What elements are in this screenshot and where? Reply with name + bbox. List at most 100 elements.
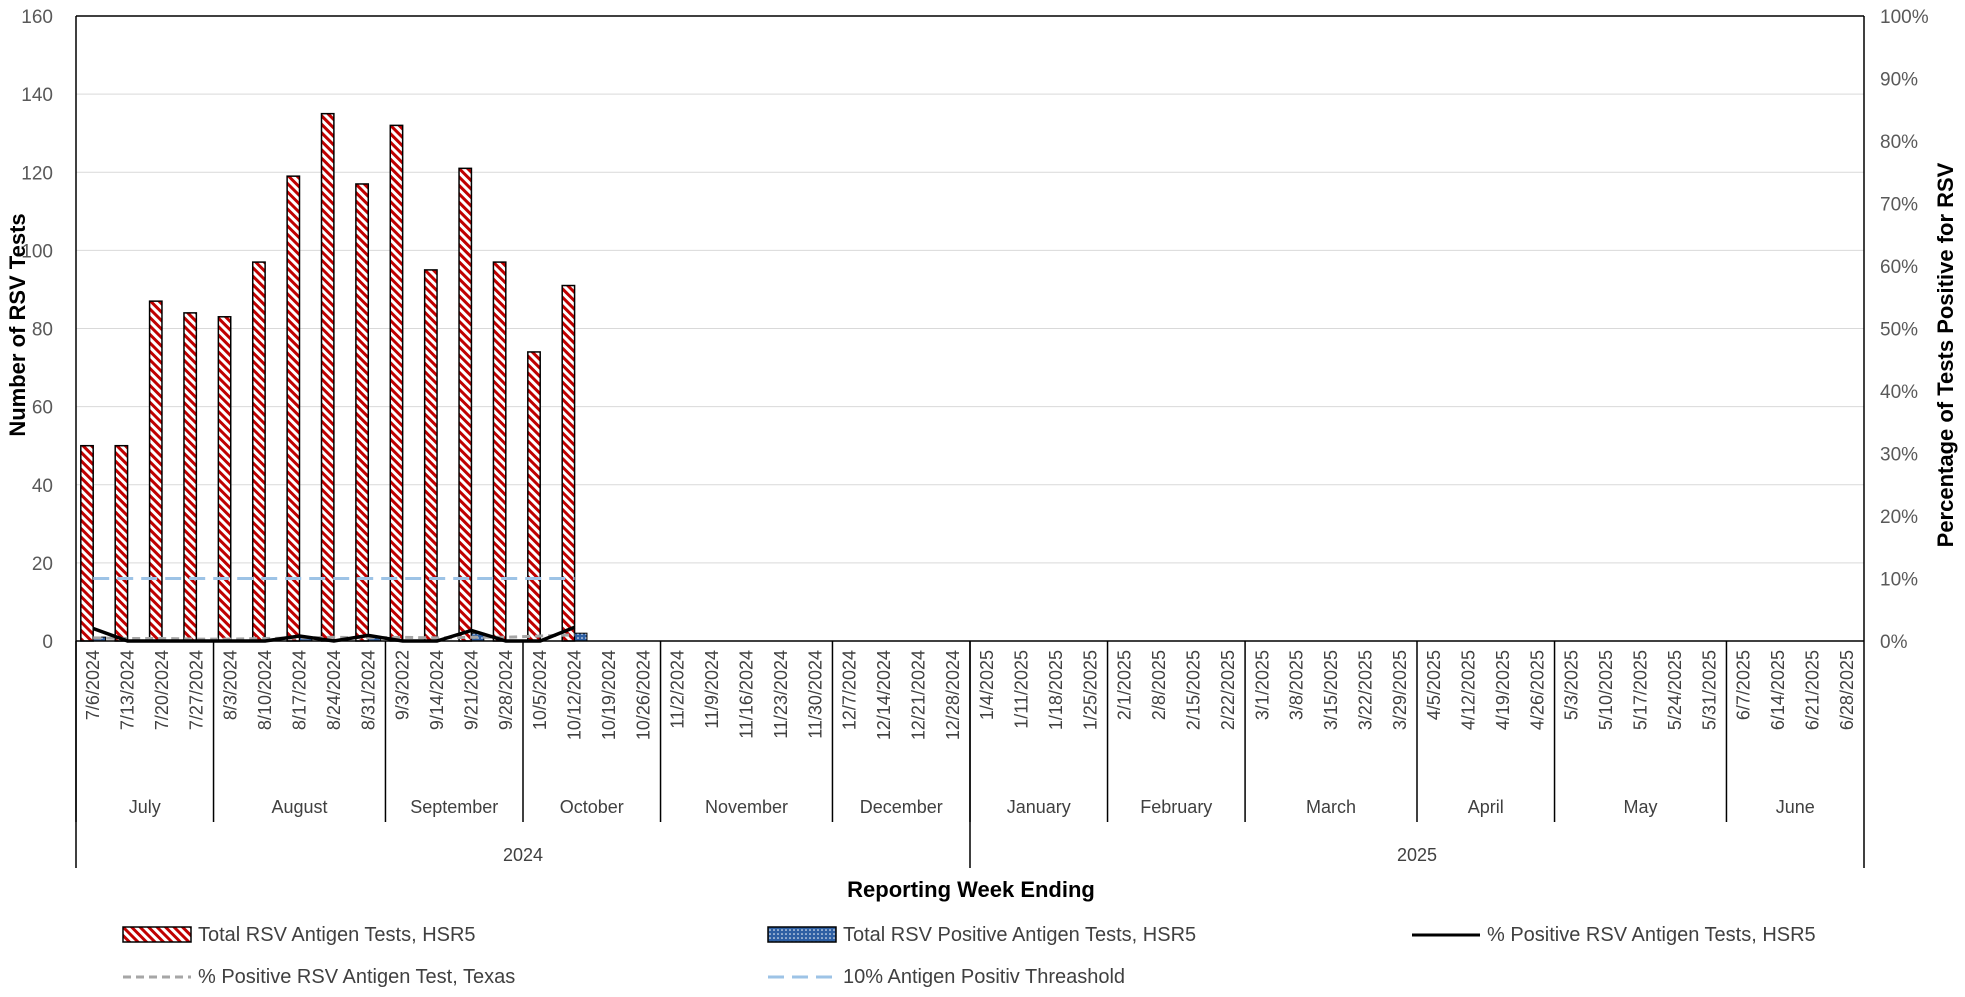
y2-tick-label: 70% (1880, 195, 1918, 216)
x-tick-label: 8/3/2024 (221, 650, 241, 720)
y-tick-label: 40 (32, 476, 53, 497)
x-tick-label: 12/28/2024 (943, 650, 963, 740)
month-label: January (1007, 797, 1071, 817)
x-tick-label: 8/10/2024 (255, 650, 275, 730)
x-tick-label: 8/17/2024 (290, 650, 310, 730)
legend-label-hsr5-percent: % Positive RSV Antigen Tests, HSR5 (1487, 924, 1816, 946)
bar-total-tests (458, 167, 473, 642)
bar-total-tests (217, 316, 232, 642)
year-label: 2024 (503, 845, 543, 865)
x-axis-groups: July August September October November Decemb… (75, 641, 1865, 868)
bar-total-tests (80, 444, 94, 642)
y2-axis-ticks: 0% 10% 20% 30% 40% 50% 60% 70% 80% 90% 100% (1880, 7, 1929, 653)
bar-total-tests (148, 300, 163, 642)
x-tick-label: 10/26/2024 (633, 650, 653, 740)
month-label: March (1306, 797, 1356, 817)
x-tick-label: 1/11/2025 (1012, 650, 1032, 729)
x-tick-label: 2/1/2025 (1115, 650, 1135, 720)
line-texas-percent (93, 633, 575, 641)
x-tick-label: 1/18/2025 (1046, 650, 1066, 730)
y-axis-title: Number of RSV Tests (5, 213, 30, 436)
x-tick-label: 8/24/2024 (324, 650, 344, 730)
bar-total-tests (492, 261, 507, 642)
month-label: July (129, 797, 161, 817)
x-tick-label: 6/14/2025 (1768, 650, 1788, 730)
x-tick-label: 2/8/2025 (1149, 650, 1169, 720)
month-label: December (860, 797, 943, 817)
x-tick-label: 7/13/2024 (118, 650, 138, 730)
x-tick-label: 10/19/2024 (599, 650, 619, 740)
y2-tick-label: 90% (1880, 70, 1918, 91)
legend-label-positive-tests: Total RSV Positive Antigen Tests, HSR5 (843, 924, 1196, 946)
y2-tick-label: 0% (1880, 632, 1908, 653)
y2-tick-label: 100% (1880, 7, 1929, 28)
x-tick-label: 9/14/2024 (427, 650, 447, 730)
legend-item-hsr5-percent: % Positive RSV Antigen Tests, HSR5 (1412, 924, 1816, 946)
x-tick-label: 5/10/2025 (1596, 650, 1616, 730)
total-tests-bars (80, 112, 576, 642)
y2-tick-label: 30% (1880, 445, 1918, 466)
x-tick-label: 12/21/2024 (908, 650, 928, 740)
y2-tick-label: 50% (1880, 320, 1918, 341)
x-tick-label: 11/30/2024 (805, 650, 825, 739)
month-label: September (410, 797, 498, 817)
x-tick-label: 12/7/2024 (840, 650, 860, 730)
y-tick-label: 0 (42, 632, 53, 653)
x-tick-label: 3/29/2025 (1390, 650, 1410, 730)
x-tick-label: 4/12/2025 (1459, 650, 1479, 730)
x-tick-label: 6/21/2025 (1802, 650, 1822, 730)
x-tick-label: 1/4/2025 (977, 650, 997, 720)
x-tick-label: 5/31/2025 (1699, 650, 1719, 730)
legend-item-threshold: 10% Antigen Positiv Threashold (768, 966, 1125, 988)
y-tick-label: 80 (32, 320, 53, 341)
y-axis-ticks: 0 20 40 60 80 100 120 140 160 (21, 7, 53, 653)
x-tick-label: 9/3/2022 (393, 650, 413, 720)
x-tick-label: 7/20/2024 (152, 650, 172, 730)
x-tick-label: 4/5/2025 (1424, 650, 1444, 720)
x-tick-label: 11/23/2024 (771, 650, 791, 739)
y-tick-label: 140 (21, 85, 53, 106)
x-tick-label: 12/14/2024 (874, 650, 894, 740)
x-tick-label: 7/6/2024 (83, 650, 103, 720)
bar-total-tests (114, 444, 129, 642)
x-tick-label: 4/19/2025 (1493, 650, 1513, 730)
y2-tick-label: 10% (1880, 570, 1918, 591)
x-tick-label: 10/5/2024 (530, 650, 550, 730)
y-tick-label: 160 (21, 7, 53, 28)
bar-total-tests (251, 261, 266, 642)
x-tick-label: 1/25/2025 (1080, 650, 1100, 730)
y2-tick-label: 80% (1880, 132, 1918, 153)
bar-total-tests (527, 351, 541, 642)
x-axis-title: Reporting Week Ending (847, 877, 1095, 902)
y2-tick-label: 60% (1880, 257, 1918, 278)
x-tick-label: 5/17/2025 (1631, 650, 1651, 730)
x-tick-label: 4/26/2025 (1527, 650, 1547, 730)
legend: Total RSV Antigen Tests, HSR5 Total RSV … (122, 924, 1816, 988)
x-tick-label: 11/9/2024 (702, 650, 722, 729)
x-tick-label: 2/22/2025 (1218, 650, 1238, 730)
legend-item-positive-tests: Total RSV Positive Antigen Tests, HSR5 (767, 924, 1196, 946)
x-tick-label: 5/3/2025 (1562, 650, 1582, 720)
y-tick-label: 120 (21, 163, 53, 184)
y-tick-label: 100 (21, 241, 53, 262)
x-tick-label: 5/24/2025 (1665, 650, 1685, 730)
x-tick-label: 3/1/2025 (1252, 650, 1272, 720)
x-tick-label: 3/22/2025 (1355, 650, 1375, 730)
month-label: May (1623, 797, 1657, 817)
month-label: November (705, 797, 788, 817)
month-label: June (1776, 797, 1815, 817)
bar-total-tests (320, 112, 335, 642)
x-tick-label: 2/15/2025 (1184, 650, 1204, 730)
month-label: February (1140, 797, 1212, 817)
bar-total-tests (561, 284, 576, 642)
bar-total-tests (183, 312, 198, 642)
y-tick-label: 60 (32, 398, 53, 419)
legend-label-threshold: 10% Antigen Positiv Threashold (843, 966, 1125, 988)
y2-axis-title: Percentage of Tests Positive for RSV (1933, 162, 1958, 547)
x-tick-label: 11/16/2024 (737, 650, 757, 739)
x-tick-label: 3/8/2025 (1287, 650, 1307, 720)
bar-total-tests (286, 175, 301, 642)
legend-item-total-tests: Total RSV Antigen Tests, HSR5 (122, 924, 476, 946)
legend-item-texas-percent: % Positive RSV Antigen Test, Texas (123, 966, 515, 988)
